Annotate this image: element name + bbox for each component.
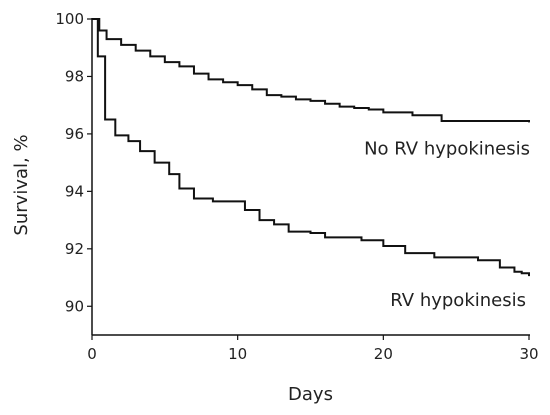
y-tick-label: 94 xyxy=(65,182,84,200)
y-tick-label: 98 xyxy=(65,67,84,85)
series-line-no-rv-hypokinesis xyxy=(92,18,530,123)
y-tick-label: 92 xyxy=(65,240,84,258)
series-layer xyxy=(92,18,530,277)
x-tick-label: 30 xyxy=(519,345,538,363)
y-axis-title: Survival, % xyxy=(11,134,32,235)
series-label-rv-hypokinesis: RV hypokinesis xyxy=(390,290,526,311)
ticks-layer: 90 92 94 96 98 100 0 10 20 30 xyxy=(55,10,538,363)
x-tick-label: 20 xyxy=(374,345,393,363)
series-label-no-rv-hypokinesis: No RV hypokinesis xyxy=(364,138,530,159)
y-tick-label: 90 xyxy=(65,297,84,315)
x-tick-label: 0 xyxy=(87,345,97,363)
x-axis-title: Days xyxy=(288,384,333,405)
series-line-rv-hypokinesis xyxy=(92,18,530,277)
x-tick-label: 10 xyxy=(228,345,247,363)
y-tick-label: 96 xyxy=(65,125,84,143)
y-tick-label: 100 xyxy=(55,10,84,28)
